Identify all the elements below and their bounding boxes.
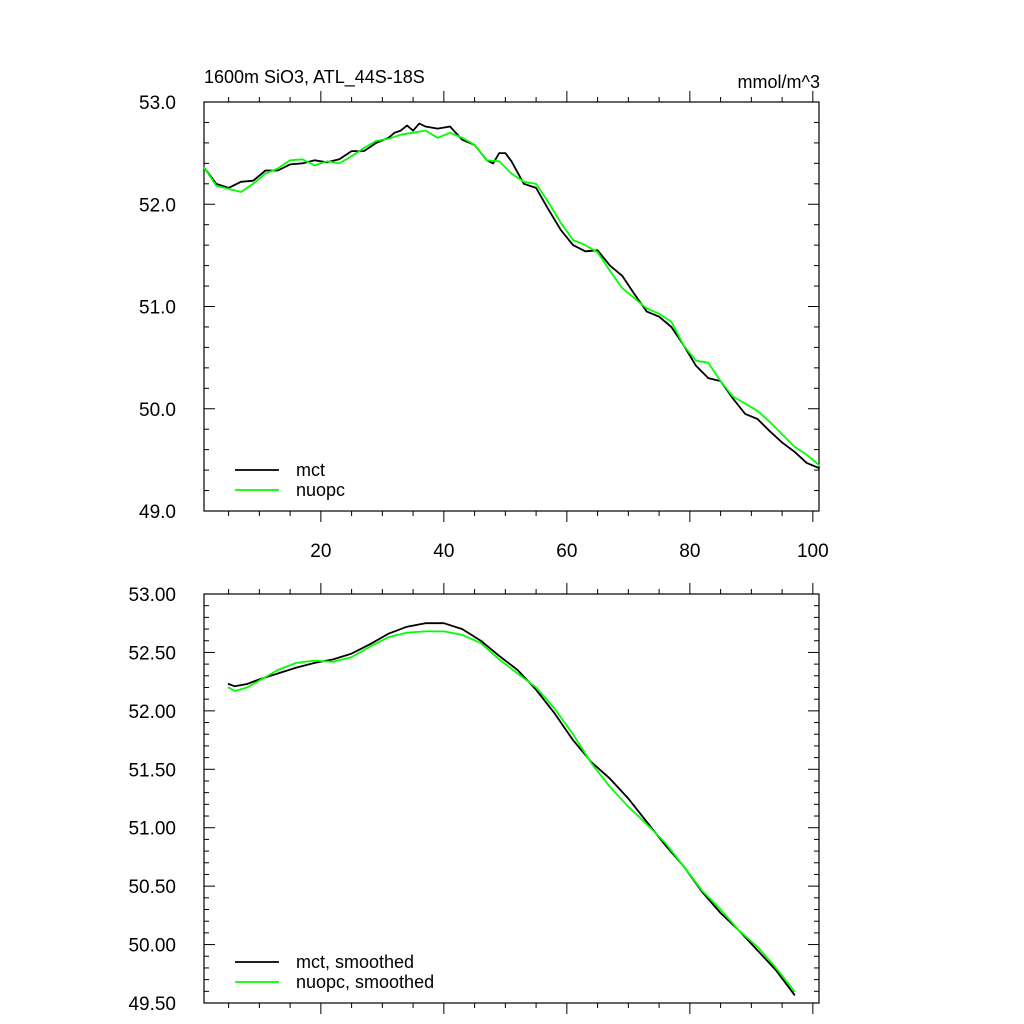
y-tick-label: 52.0 bbox=[139, 195, 176, 216]
chart-title: 1600m SiO3, ATL_44S-18S bbox=[204, 67, 425, 88]
x-tick-label: 20 bbox=[310, 541, 331, 562]
x-tick-label: 40 bbox=[433, 541, 454, 562]
y-tick-label: 53.0 bbox=[139, 93, 176, 114]
x-tick-label: 80 bbox=[679, 541, 700, 562]
top-chart-panel: 1600m SiO3, ATL_44S-18S mmol/m^3 20 40 60 8… bbox=[139, 67, 829, 562]
legend-label: mct, smoothed bbox=[296, 952, 414, 972]
bottom-chart-panel: 49.50 50.00 50.50 51.00 51.50 52.00 52.50 53.00… bbox=[128, 583, 820, 1015]
y-tick-label: 50.0 bbox=[139, 400, 176, 421]
x-tick-label: 100 bbox=[797, 541, 829, 562]
y-tick-label: 50.00 bbox=[128, 936, 176, 957]
y-tick-label: 51.0 bbox=[139, 298, 176, 319]
series-line-nuopc bbox=[203, 129, 820, 466]
legend-label: mct bbox=[296, 460, 325, 480]
y-tick-label: 52.50 bbox=[128, 643, 176, 664]
y-tick-label: 49.50 bbox=[128, 994, 176, 1015]
series-line-mct-smoothed bbox=[227, 622, 796, 996]
y-tick-label: 51.00 bbox=[128, 819, 176, 840]
units-label: mmol/m^3 bbox=[738, 72, 820, 92]
series-line-mct bbox=[203, 122, 820, 470]
legend-label: nuopc, smoothed bbox=[296, 972, 434, 992]
y-tick-label: 52.00 bbox=[128, 702, 176, 723]
y-tick-label: 51.50 bbox=[128, 760, 176, 781]
series-line-nuopc-smoothed bbox=[227, 630, 796, 993]
y-tick-label: 49.0 bbox=[139, 502, 176, 523]
y-tick-label: 50.50 bbox=[128, 877, 176, 898]
y-tick-label: 53.00 bbox=[128, 585, 176, 606]
legend-label: nuopc bbox=[296, 480, 345, 500]
plot-frame bbox=[203, 593, 820, 1004]
x-tick-label: 60 bbox=[556, 541, 577, 562]
